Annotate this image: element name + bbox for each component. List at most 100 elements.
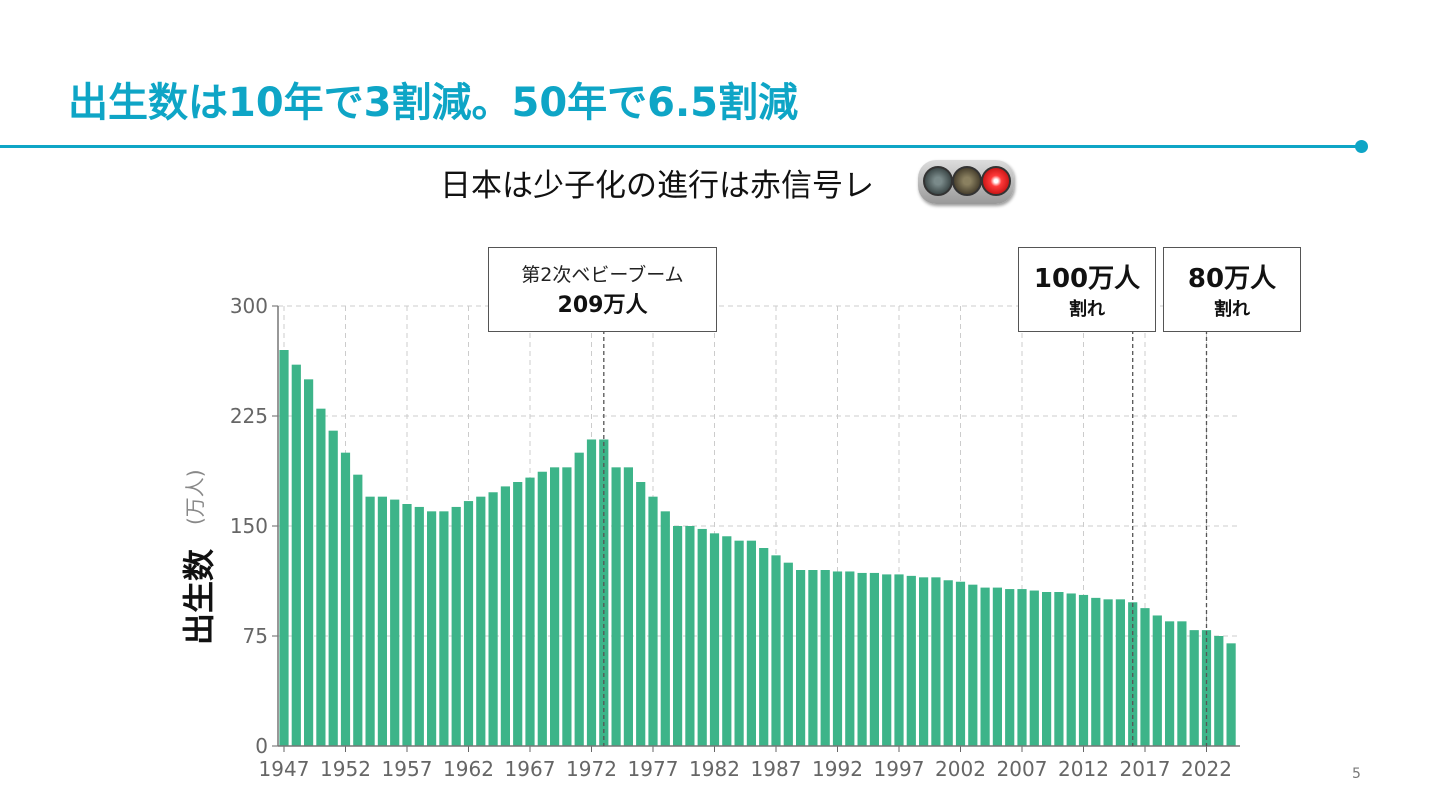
bar-1991 — [820, 570, 830, 746]
y-axis-label-group: 出生数 (万人) — [180, 469, 218, 645]
bar-1977 — [648, 496, 658, 746]
bar-1964 — [488, 492, 498, 746]
y-axis-unit: (万人) — [183, 469, 207, 525]
bar-2024 — [1226, 643, 1236, 746]
bar-1958 — [414, 506, 424, 746]
bar-1962 — [463, 501, 474, 746]
traffic-light-icon — [918, 160, 1014, 204]
x-tick-label: 2002 — [935, 757, 986, 781]
bar-1963 — [476, 496, 486, 746]
bar-2004 — [980, 587, 990, 746]
bar-1994 — [857, 572, 867, 746]
bar-2023 — [1214, 636, 1224, 746]
x-tick-label: 1967 — [505, 757, 556, 781]
bar-1971 — [574, 452, 584, 746]
bar-2017 — [1140, 608, 1150, 746]
bar-1959 — [427, 511, 437, 746]
bar-1976 — [636, 482, 646, 746]
bar-2021 — [1189, 630, 1199, 746]
x-tick-label: 1972 — [566, 757, 617, 781]
bar-1989 — [796, 570, 806, 746]
bar-1960 — [439, 511, 449, 746]
x-tick-label: 1947 — [259, 757, 310, 781]
bar-1984 — [734, 540, 744, 746]
bar-1966 — [513, 482, 523, 746]
slide-title: 出生数は10年で3割減。50年で6.5割減 — [68, 80, 799, 126]
bar-1951 — [328, 430, 338, 746]
bar-2013 — [1091, 597, 1101, 746]
bar-1988 — [783, 562, 793, 746]
bar-2006 — [1005, 589, 1015, 746]
bar-2019 — [1165, 621, 1175, 746]
bar-1968 — [537, 471, 547, 746]
annotation-100man: 100万人 割れ — [1018, 247, 1156, 332]
bar-2012 — [1078, 594, 1089, 746]
y-tick-label: 150 — [230, 514, 268, 538]
x-tick-label: 1977 — [628, 757, 679, 781]
bar-2003 — [968, 584, 978, 746]
bar-2010 — [1054, 592, 1064, 746]
x-tick-label: 1997 — [874, 757, 925, 781]
bar-1956 — [390, 499, 400, 746]
annotation-80man-line2: 割れ — [1214, 299, 1250, 320]
annotation-baby-boom: 第2次ベビーブーム 209万人 — [488, 247, 717, 332]
y-tick-label: 300 — [230, 294, 268, 318]
x-tick-label: 2007 — [997, 757, 1048, 781]
x-tick-label: 1982 — [689, 757, 740, 781]
bar-1975 — [623, 467, 633, 746]
bar-2007 — [1017, 589, 1027, 746]
bar-1978 — [660, 511, 670, 746]
bar-1995 — [869, 572, 879, 746]
x-tick-label: 2012 — [1058, 757, 1109, 781]
bar-2005 — [992, 587, 1002, 746]
bar-2009 — [1042, 592, 1052, 746]
bar-1979 — [673, 526, 683, 746]
bar-1970 — [562, 467, 572, 746]
bar-1972 — [586, 439, 597, 746]
bar-1990 — [808, 570, 818, 746]
bar-1998 — [906, 575, 916, 746]
bar-1967 — [525, 477, 535, 746]
bar-1961 — [451, 506, 461, 746]
bar-1996 — [882, 574, 892, 746]
bar-2001 — [943, 580, 953, 746]
annotation-baby-boom-line2: 209万人 — [557, 293, 648, 318]
bar-1981 — [697, 528, 707, 746]
bar-1949 — [304, 379, 314, 746]
bar-2020 — [1177, 621, 1187, 746]
bar-1954 — [365, 496, 375, 746]
x-tick-label: 1992 — [812, 757, 863, 781]
slide-subtitle: 日本は少子化の進行は赤信号レ — [440, 168, 874, 204]
x-tick-label: 1962 — [443, 757, 494, 781]
annotation-baby-boom-line1: 第2次ベビーブーム — [521, 264, 684, 286]
bar-1985 — [746, 540, 756, 746]
bar-2015 — [1115, 599, 1125, 746]
bar-1992 — [832, 571, 843, 746]
traffic-light-green-lamp — [923, 166, 953, 196]
bar-1969 — [550, 467, 560, 746]
page-number: 5 — [1352, 766, 1361, 782]
bar-1987 — [771, 555, 781, 746]
bar-2002 — [955, 581, 966, 746]
bar-1983 — [722, 536, 732, 746]
x-tick-label: 1952 — [320, 757, 371, 781]
traffic-light-red-lamp — [981, 166, 1011, 196]
bar-1953 — [353, 474, 363, 746]
x-tick-label: 1987 — [751, 757, 802, 781]
bar-1957 — [402, 504, 412, 746]
bar-2011 — [1066, 593, 1076, 746]
y-tick-label: 0 — [255, 734, 268, 758]
bar-1974 — [611, 467, 621, 746]
bar-2018 — [1152, 615, 1162, 746]
bar-2008 — [1029, 590, 1039, 746]
bar-1999 — [919, 577, 929, 746]
bar-2014 — [1103, 599, 1113, 746]
annotation-100man-line2: 割れ — [1069, 299, 1105, 320]
x-tick-label: 1957 — [382, 757, 433, 781]
bar-1955 — [377, 496, 387, 746]
annotation-80man: 80万人 割れ — [1163, 247, 1301, 332]
title-divider — [0, 145, 1360, 148]
bar-1980 — [685, 526, 695, 746]
bar-1986 — [759, 548, 769, 746]
x-tick-label: 2017 — [1120, 757, 1171, 781]
